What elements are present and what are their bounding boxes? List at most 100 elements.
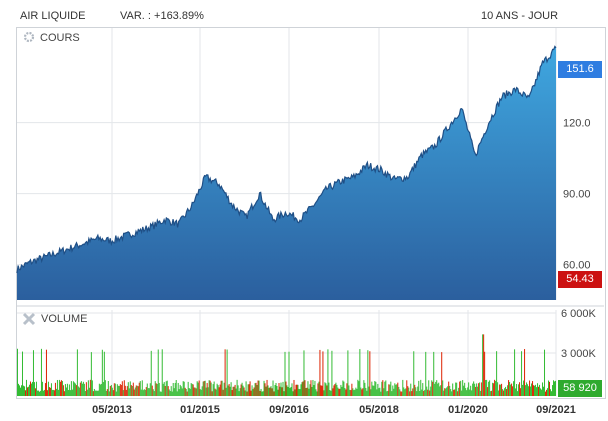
- volume-bar: [462, 380, 464, 396]
- volume-bar: [429, 390, 431, 396]
- volume-bar: [432, 381, 434, 396]
- volume-bar: [85, 382, 87, 396]
- volume-bar: [425, 351, 427, 396]
- volume-bar: [124, 385, 126, 396]
- volume-bar: [267, 385, 269, 396]
- volume-bar: [58, 379, 60, 396]
- volume-bar: [526, 382, 528, 396]
- volume-bar: [346, 383, 348, 396]
- volume-bar: [72, 381, 74, 396]
- volume-bar: [313, 385, 315, 396]
- volume-bar: [436, 380, 438, 396]
- volume-bar: [288, 351, 290, 396]
- volume-bar: [479, 382, 481, 396]
- volume-bar: [373, 385, 375, 396]
- volume-bar: [145, 387, 147, 396]
- volume-bar: [28, 384, 30, 396]
- volume-bar: [403, 387, 405, 396]
- volume-bar: [355, 387, 357, 396]
- volume-bar: [468, 382, 470, 396]
- volume-bar: [22, 385, 24, 396]
- volume-bar: [272, 380, 274, 396]
- volume-bar: [465, 388, 467, 396]
- volume-bar: [199, 388, 201, 396]
- volume-bar: [174, 382, 176, 396]
- volume-bar: [68, 384, 70, 396]
- volume-bar: [376, 389, 378, 396]
- volume-bar: [379, 387, 381, 396]
- volume-bar: [339, 388, 341, 396]
- volume-bar: [83, 383, 85, 396]
- volume-bar: [401, 391, 403, 396]
- volume-bar: [172, 383, 174, 396]
- volume-bar: [42, 390, 44, 396]
- volume-bar: [60, 380, 62, 396]
- volume-bar: [153, 391, 155, 396]
- volume-bar: [17, 348, 18, 396]
- volume-bar: [268, 387, 270, 396]
- volume-bar: [74, 383, 76, 396]
- volume-bar: [36, 390, 38, 396]
- volume-bar: [196, 381, 198, 396]
- volume-bar: [493, 383, 495, 396]
- volume-bar: [393, 388, 395, 396]
- volume-bar: [187, 381, 189, 396]
- volume-bar: [33, 382, 35, 396]
- volume-bar: [69, 390, 71, 396]
- volume-bar: [326, 385, 328, 396]
- volume-bar: [214, 388, 216, 396]
- volume-bar: [284, 351, 286, 396]
- volume-bar: [159, 391, 161, 396]
- period-selector[interactable]: 10 ANS - JOUR: [481, 10, 559, 22]
- volume-bar: [91, 380, 93, 396]
- volume-bar: [383, 388, 385, 396]
- volume-bar: [129, 381, 131, 396]
- volume-bar: [130, 385, 132, 396]
- volume-bar: [106, 389, 108, 396]
- volume-bar: [497, 382, 499, 396]
- volume-bar: [485, 379, 487, 396]
- volume-bar: [173, 388, 175, 396]
- volume-bar: [99, 384, 101, 396]
- volume-bar: [364, 382, 366, 396]
- volume-bar: [435, 381, 437, 396]
- volume-bar: [136, 385, 138, 396]
- volume-bar: [476, 383, 478, 396]
- volume-bar: [141, 380, 143, 396]
- price-area: [17, 46, 556, 300]
- gear-icon: [23, 31, 35, 43]
- volume-bar: [135, 385, 137, 396]
- volume-bar: [305, 388, 307, 396]
- volume-bar: [410, 383, 412, 396]
- volume-bar: [414, 384, 416, 396]
- volume-bar: [212, 384, 214, 396]
- volume-bar: [371, 381, 373, 396]
- volume-bar: [536, 387, 538, 396]
- volume-bar: [170, 386, 172, 396]
- volume-bar: [461, 390, 463, 396]
- volume-bar: [256, 384, 258, 396]
- volume-bar: [481, 382, 483, 396]
- volume-bar: [231, 390, 233, 396]
- volume-bar: [424, 389, 426, 396]
- volume-bar: [259, 390, 261, 396]
- x-tick-label: 09/2021: [536, 404, 576, 416]
- volume-bar: [397, 382, 399, 396]
- volume-bar: [344, 388, 346, 396]
- volume-bar: [230, 382, 232, 396]
- volume-bar: [185, 389, 187, 396]
- volume-bar: [356, 388, 358, 396]
- volume-bar: [384, 381, 386, 396]
- volume-bar: [421, 389, 423, 396]
- volume-bar: [510, 384, 512, 396]
- volume-bar: [422, 383, 424, 396]
- volume-bar: [406, 380, 408, 396]
- volume-bar: [137, 386, 139, 396]
- x-tick-label: 05/2013: [92, 404, 132, 416]
- volume-bar: [441, 352, 443, 396]
- volume-bar: [165, 381, 167, 396]
- volume-bar: [162, 383, 164, 396]
- volume-bar: [404, 389, 406, 396]
- volume-bar: [186, 391, 188, 396]
- volume-bar: [128, 388, 130, 396]
